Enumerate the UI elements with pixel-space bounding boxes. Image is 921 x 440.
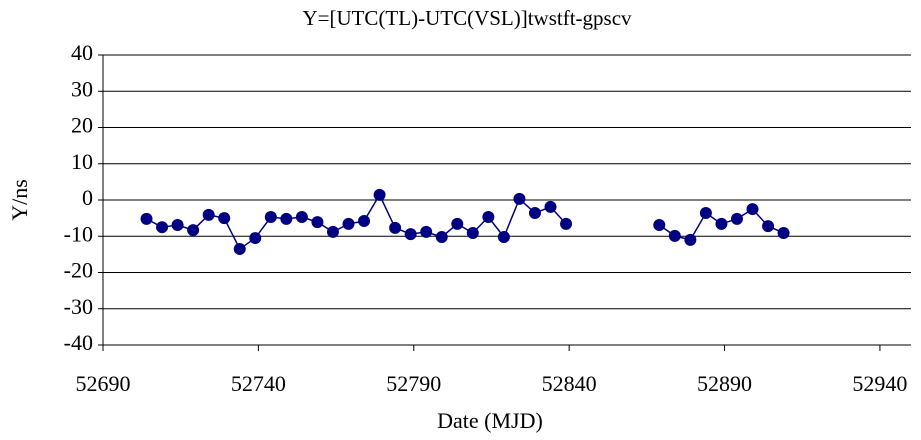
marker bbox=[420, 225, 433, 238]
marker bbox=[202, 208, 215, 221]
marker bbox=[777, 226, 790, 239]
marker bbox=[311, 216, 324, 229]
y-tick-label: -30 bbox=[64, 294, 93, 319]
marker bbox=[668, 229, 681, 242]
y-tick-label: -10 bbox=[64, 221, 93, 246]
marker bbox=[466, 226, 479, 239]
marker bbox=[404, 228, 417, 241]
marker bbox=[699, 207, 712, 220]
marker bbox=[746, 203, 759, 216]
marker bbox=[730, 212, 743, 225]
marker bbox=[560, 217, 573, 230]
marker bbox=[451, 217, 464, 230]
marker bbox=[482, 211, 495, 224]
chart-title: Y=[UTC(TL)-UTC(VSL)]twstft-gpscv bbox=[302, 6, 632, 30]
marker bbox=[435, 230, 448, 243]
marker bbox=[373, 188, 386, 201]
y-tick-label: -20 bbox=[64, 258, 93, 283]
marker bbox=[249, 232, 262, 245]
marker bbox=[218, 212, 231, 225]
y-tick-label: 20 bbox=[71, 113, 93, 138]
marker bbox=[156, 221, 169, 234]
marker bbox=[326, 225, 339, 238]
x-tick-label: 52740 bbox=[231, 371, 286, 396]
line bbox=[146, 193, 567, 251]
marker bbox=[233, 242, 246, 255]
x-tick-label: 52790 bbox=[386, 371, 441, 396]
marker bbox=[295, 211, 308, 224]
marker bbox=[264, 211, 277, 224]
x-tick-label: 52840 bbox=[542, 371, 597, 396]
marker bbox=[358, 215, 371, 228]
marker bbox=[342, 217, 355, 230]
y-tick-label: 0 bbox=[82, 185, 93, 210]
y-axis-label: Y/ns bbox=[7, 179, 32, 221]
y-tick-label: 40 bbox=[71, 40, 93, 65]
marker bbox=[171, 219, 184, 232]
marker bbox=[140, 212, 153, 225]
y-tick-label: 30 bbox=[71, 76, 93, 101]
x-tick-label: 52890 bbox=[697, 371, 752, 396]
x-tick-label: 52940 bbox=[852, 371, 907, 396]
marker bbox=[762, 220, 775, 233]
y-tick-label: 10 bbox=[71, 149, 93, 174]
marker bbox=[513, 192, 526, 205]
x-tick-label: 52690 bbox=[76, 371, 131, 396]
marker bbox=[715, 217, 728, 230]
x-axis-label: Date (MJD) bbox=[437, 408, 543, 433]
y-tick-label: -40 bbox=[64, 330, 93, 355]
marker bbox=[497, 230, 510, 243]
marker bbox=[528, 207, 541, 220]
marker bbox=[544, 200, 557, 213]
marker bbox=[187, 224, 200, 237]
marker bbox=[684, 233, 697, 246]
marker bbox=[280, 212, 293, 225]
marker bbox=[653, 219, 666, 232]
marker bbox=[389, 221, 402, 234]
